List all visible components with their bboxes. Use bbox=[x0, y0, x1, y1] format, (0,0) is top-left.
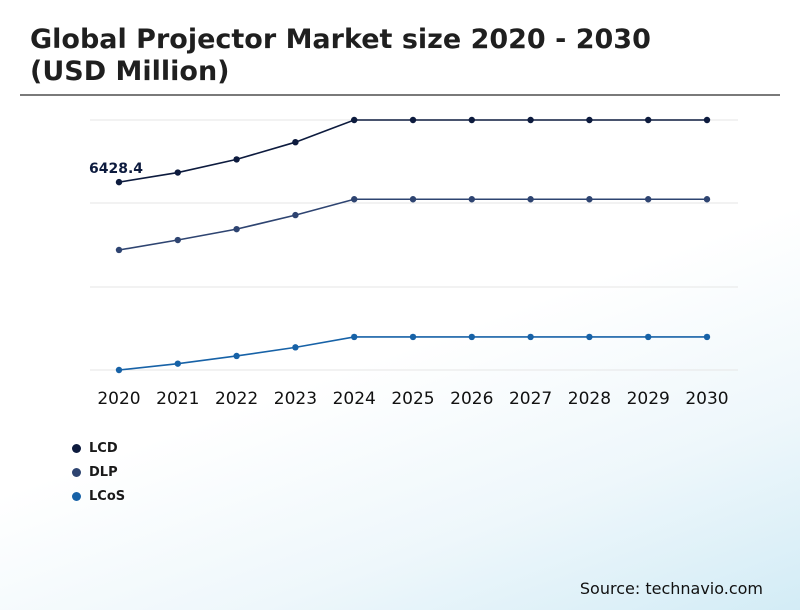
data-point-lcos-2020 bbox=[115, 366, 123, 374]
data-point-dlp-2025 bbox=[409, 196, 417, 203]
data-point-lcd-2027 bbox=[527, 116, 534, 124]
legend-label-lcos: LCoS bbox=[89, 488, 126, 504]
data-point-lcd-2021 bbox=[174, 169, 181, 176]
legend-item-lcos: LCoS bbox=[72, 484, 125, 508]
title-divider bbox=[20, 94, 780, 96]
legend-item-dlp: DLP bbox=[72, 460, 125, 484]
data-point-dlp-2024 bbox=[351, 196, 358, 203]
data-point-lcos-2021 bbox=[174, 360, 181, 367]
chart-title: Global Projector Market size 2020 - 2030… bbox=[30, 24, 770, 88]
data-point-dlp-2027 bbox=[527, 196, 534, 203]
data-point-lcos-2026 bbox=[468, 333, 475, 341]
data-point-lcd-2030 bbox=[703, 116, 711, 124]
data-point-lcd-2023 bbox=[292, 138, 299, 146]
series-line-dlp bbox=[118, 198, 707, 251]
source-label: Source: technavio.com bbox=[579, 579, 763, 598]
data-point-lcd-2029 bbox=[645, 116, 652, 124]
data-point-lcos-2030 bbox=[703, 333, 711, 341]
data-point-dlp-2023 bbox=[292, 211, 299, 219]
x-tick-label-2025: 2025 bbox=[391, 389, 434, 409]
x-tick-label-2029: 2029 bbox=[627, 389, 670, 409]
chart-title-line-2: (USD Million) bbox=[30, 56, 230, 87]
x-tick-label-2022: 2022 bbox=[215, 389, 258, 409]
data-label-lcd-2020: 6428.4 bbox=[89, 161, 143, 177]
data-point-lcos-2029 bbox=[645, 333, 652, 341]
x-tick-label-2030: 2030 bbox=[685, 389, 728, 409]
data-point-dlp-2030 bbox=[703, 196, 711, 203]
data-point-lcd-2022 bbox=[233, 156, 240, 163]
data-point-lcos-2025 bbox=[409, 333, 417, 341]
data-point-dlp-2020 bbox=[115, 246, 123, 254]
data-point-lcos-2027 bbox=[527, 333, 534, 341]
legend-item-lcd: LCD bbox=[72, 436, 125, 460]
legend-label-lcd: LCD bbox=[89, 440, 118, 456]
data-point-dlp-2029 bbox=[645, 196, 652, 203]
data-point-lcd-2024 bbox=[351, 116, 358, 124]
data-point-lcos-2028 bbox=[586, 333, 593, 341]
series-line-lcos bbox=[118, 336, 707, 371]
data-point-lcos-2024 bbox=[351, 333, 358, 341]
legend-marker-lcos bbox=[72, 491, 81, 501]
x-tick-label-2024: 2024 bbox=[333, 389, 376, 409]
data-point-lcd-2026 bbox=[468, 116, 475, 124]
data-point-dlp-2028 bbox=[586, 196, 593, 203]
series-line-lcd bbox=[118, 119, 707, 183]
data-point-dlp-2021 bbox=[174, 236, 181, 244]
x-tick-label-2023: 2023 bbox=[274, 389, 317, 409]
data-point-lcd-2020 bbox=[115, 178, 123, 186]
data-point-lcd-2025 bbox=[409, 116, 417, 124]
x-tick-label-2026: 2026 bbox=[450, 389, 493, 409]
x-tick-label-2028: 2028 bbox=[568, 389, 611, 409]
data-point-lcos-2022 bbox=[233, 352, 240, 360]
legend-marker-lcd bbox=[72, 443, 81, 453]
x-tick-label-2020: 2020 bbox=[97, 389, 140, 409]
legend-marker-dlp bbox=[72, 467, 81, 477]
x-tick-label-2027: 2027 bbox=[509, 389, 552, 409]
data-point-dlp-2026 bbox=[468, 196, 475, 203]
data-point-dlp-2022 bbox=[233, 225, 240, 233]
x-tick-label-2021: 2021 bbox=[156, 389, 199, 409]
chart-legend: LCD DLP LCoS bbox=[72, 436, 125, 508]
data-point-lcos-2023 bbox=[292, 344, 299, 351]
data-point-lcd-2028 bbox=[586, 116, 593, 124]
chart-title-line-1: Global Projector Market size 2020 - 2030 bbox=[30, 24, 651, 55]
legend-label-dlp: DLP bbox=[89, 464, 118, 480]
